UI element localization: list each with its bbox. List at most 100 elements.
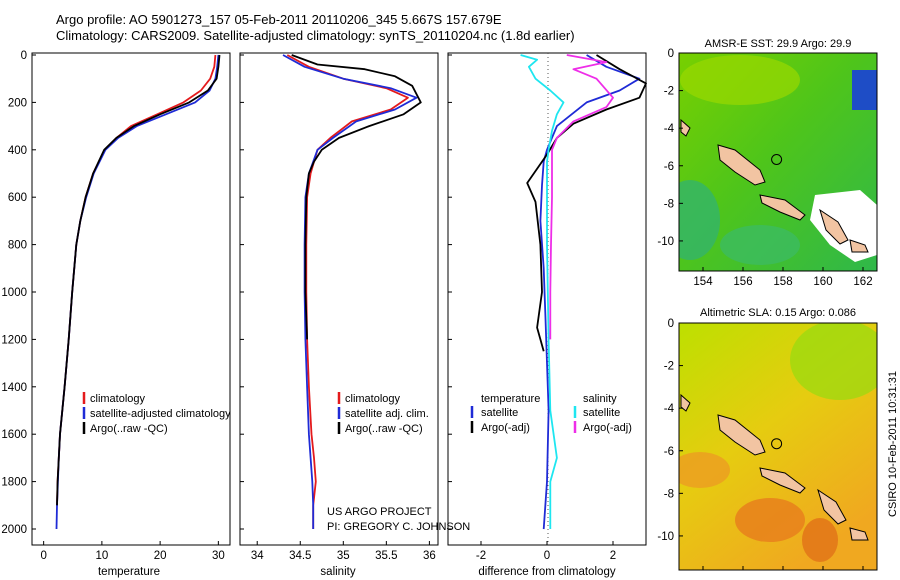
land-island-2 xyxy=(759,467,806,494)
difference-panel: -2 0 2 difference from climatology tempera… xyxy=(447,52,647,578)
legend-label-satellite: satellite-adjusted climatology xyxy=(90,408,231,420)
temperature-series-argo-raw-qc xyxy=(56,54,221,506)
salinity-series xyxy=(282,54,422,529)
map-xtick-label: 156 xyxy=(733,276,752,288)
temperature-xlabel: temperature xyxy=(98,566,160,578)
temperature-ytick-label: 1400 xyxy=(1,382,27,394)
salinity-legend: climatology satellite adj. clim. Argo(..… xyxy=(337,392,429,435)
legend-header-temperature: temperature xyxy=(481,393,540,405)
temperature-ytick-label: 1800 xyxy=(1,477,27,489)
salinity-xtick-label: 35 xyxy=(337,550,350,562)
salinity-axes-frame xyxy=(239,52,439,546)
sla-map-field xyxy=(679,323,877,570)
map-ytick-label: -6 xyxy=(664,446,674,458)
sla-map-ticks: 0 -2 -4 -6 -8 -10 xyxy=(657,318,864,570)
temperature-ticks: 0 10 20 30 0 200 400 600 800 1000 1200 1400 1600 1800… xyxy=(1,50,224,562)
map-ytick-label: -4 xyxy=(664,123,675,135)
map-ytick-label: -4 xyxy=(664,403,675,415)
sst-map-ticks: 154 156 158 160 162 0 -2 -4 -6 -8 -10 xyxy=(657,48,872,288)
map-xtick-label: 158 xyxy=(773,276,792,288)
difference-xtick-label: -2 xyxy=(476,550,486,562)
legend-label-sal-satellite: satellite xyxy=(583,407,620,419)
map-ytick-label: -6 xyxy=(664,161,674,173)
legend-label-sal-argo: Argo(-adj) xyxy=(583,422,632,434)
temperature-xtick-label: 10 xyxy=(95,550,108,562)
sst-warm-patch xyxy=(680,55,800,105)
salinity-xtick-label: 36 xyxy=(423,550,436,562)
salinity-ticks: 34 34.5 35 35.5 36 xyxy=(240,54,436,562)
difference-series-temperature-argo-adj xyxy=(526,54,647,352)
land-island-1 xyxy=(717,144,766,186)
sst-map: AMSR-E SST: 29.9 Argo: 29.9 154 156 158 160… xyxy=(657,38,878,288)
timestamp-stamp: CSIRO 10-Feb-2011 10:31:31 xyxy=(887,371,899,517)
title-line-1: Argo profile: AO 5901273_157 05-Feb-2011… xyxy=(56,12,502,27)
land-island-2 xyxy=(759,194,806,221)
temperature-ytick-label: 2000 xyxy=(1,524,27,536)
map-xtick-label: 162 xyxy=(853,276,872,288)
sla-map: Altimetric SLA: 0.15 Argo: 0.086 0 -2 -4 -6… xyxy=(657,307,878,571)
temperature-legend: climatology satellite-adjusted climatolo… xyxy=(82,392,231,435)
credit-project: US ARGO PROJECT xyxy=(327,506,432,518)
map-xtick-label: 160 xyxy=(813,276,832,288)
map-ytick-label: 0 xyxy=(668,48,674,60)
map-ytick-label: 0 xyxy=(668,318,674,330)
salinity-series-satellite-adj-clim xyxy=(282,54,418,529)
map-ytick-label: -8 xyxy=(664,198,674,210)
difference-ticks: -2 0 2 xyxy=(448,54,616,562)
map-ytick-label: -10 xyxy=(657,531,674,543)
sla-high-patch xyxy=(735,498,805,542)
difference-series xyxy=(520,54,647,530)
temperature-xtick-label: 30 xyxy=(212,550,225,562)
difference-xlabel: difference from climatology xyxy=(478,566,615,578)
temperature-ytick-label: 400 xyxy=(8,145,27,157)
sla-map-frame xyxy=(678,322,878,571)
land-island-3 xyxy=(819,208,849,245)
legend-label-temp-argo: Argo(-adj) xyxy=(481,422,530,434)
land-island-5 xyxy=(680,393,691,412)
sla-high-patch-2 xyxy=(802,518,838,562)
land-island-4 xyxy=(849,527,869,541)
temperature-series xyxy=(55,54,221,530)
legend-label-temp-satellite: satellite xyxy=(481,407,518,419)
map-ytick-label: -2 xyxy=(664,86,674,98)
salinity-xtick-label: 35.5 xyxy=(375,550,397,562)
sla-map-title: Altimetric SLA: 0.15 Argo: 0.086 xyxy=(700,307,856,319)
temperature-series-satellite-adjusted-climatology xyxy=(55,54,220,530)
difference-legend: temperature salinity satellite Argo(-adj… xyxy=(470,393,632,434)
salinity-series-argo-raw-qc xyxy=(291,54,422,340)
land-island-3 xyxy=(817,488,847,525)
difference-xtick-label: 2 xyxy=(610,550,616,562)
land-island-4 xyxy=(849,239,869,253)
temperature-ytick-label: 0 xyxy=(21,50,27,62)
legend-label-climatology: climatology xyxy=(90,393,146,405)
difference-series-temperature-satellite xyxy=(539,54,641,530)
map-xtick-label: 154 xyxy=(693,276,713,288)
argo-location-marker xyxy=(771,154,783,165)
credit-pi: PI: GREGORY C. JOHNSON xyxy=(327,521,470,533)
legend-label-argo: Argo(..raw -QC) xyxy=(345,423,423,435)
temperature-ytick-label: 200 xyxy=(8,97,27,109)
sst-map-field xyxy=(679,53,877,271)
sla-high-patch-3 xyxy=(679,452,730,488)
map-ytick-label: -2 xyxy=(664,361,674,373)
sst-map-title: AMSR-E SST: 29.9 Argo: 29.9 xyxy=(705,38,852,50)
sst-map-frame xyxy=(678,52,878,272)
legend-header-salinity: salinity xyxy=(583,393,617,405)
sla-land xyxy=(680,393,869,541)
map-ytick-label: -8 xyxy=(664,488,674,500)
map-ytick-label: -10 xyxy=(657,236,674,248)
difference-xtick-label: 0 xyxy=(544,550,550,562)
argo-location-marker xyxy=(771,438,783,450)
salinity-xtick-label: 34 xyxy=(251,550,264,562)
difference-series-salinity-argo-adj xyxy=(549,54,614,340)
temperature-ytick-label: 1000 xyxy=(1,287,27,299)
salinity-xtick-label: 34.5 xyxy=(289,550,311,562)
temperature-panel: 0 10 20 30 0 200 400 600 800 1000 1200 1400 1600 1800… xyxy=(1,50,231,578)
temperature-ytick-label: 1600 xyxy=(1,429,27,441)
temperature-xtick-label: 20 xyxy=(154,550,167,562)
temperature-xtick-label: 0 xyxy=(40,550,46,562)
temperature-axes-frame xyxy=(31,52,231,546)
difference-series-salinity-satellite xyxy=(520,54,565,529)
salinity-panel: 34 34.5 35 35.5 36 salinity climatology sate… xyxy=(239,52,470,578)
